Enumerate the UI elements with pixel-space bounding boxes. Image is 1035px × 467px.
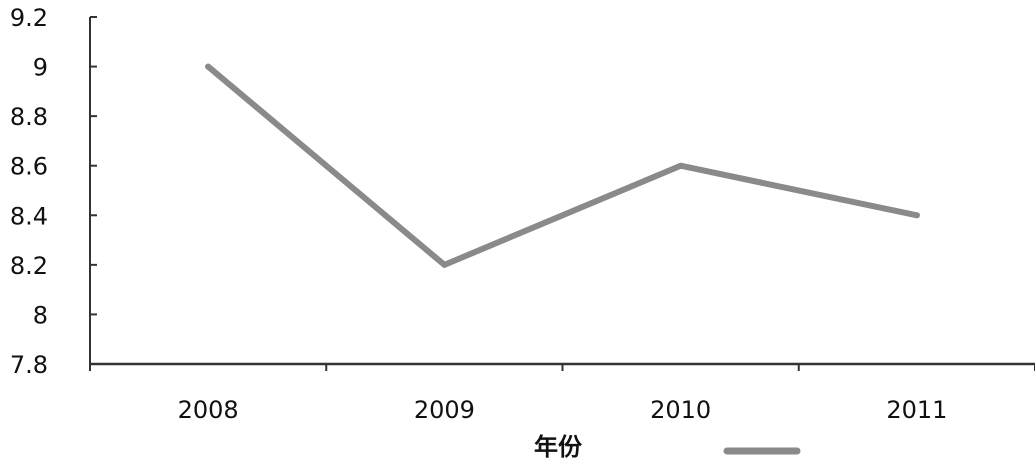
x-tick-label: 2009 — [414, 396, 475, 424]
data-point — [677, 162, 684, 169]
x-axis-title: 年份 — [534, 433, 583, 461]
x-tick-label: 2011 — [886, 396, 947, 424]
y-tick-label: 9 — [33, 54, 48, 82]
data-point — [913, 212, 920, 219]
data-point — [441, 261, 448, 268]
y-axis: 7.8 8 8.2 8.4 8.6 8.8 9 9.2 — [10, 4, 97, 379]
y-tick-label: 8.4 — [10, 202, 48, 230]
series-lines — [205, 63, 920, 268]
x-tick-label: 2010 — [650, 396, 711, 424]
y-tick-label: 8 — [33, 301, 48, 329]
series-line — [205, 63, 920, 268]
y-tick-label: 8.8 — [10, 103, 48, 131]
y-tick-label: 8.6 — [10, 153, 48, 181]
data-point — [205, 63, 212, 70]
x-axis: 2008 2009 2010 2011 — [89, 362, 1035, 424]
y-tick-label: 9.2 — [10, 4, 48, 32]
y-tick-label: 7.8 — [10, 351, 48, 379]
y-tick-label: 8.2 — [10, 252, 48, 280]
x-tick-label: 2008 — [178, 396, 239, 424]
